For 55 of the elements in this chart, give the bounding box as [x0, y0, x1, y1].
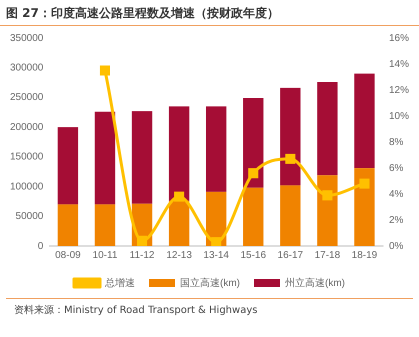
bar [317, 82, 338, 176]
bar [168, 106, 190, 201]
y2-tick-label: 10% [388, 110, 410, 122]
y-tick-label: 300000 [10, 62, 44, 74]
bar [168, 200, 190, 246]
bar [132, 111, 152, 204]
y2-tick-label: 16% [388, 32, 410, 44]
point [359, 178, 370, 189]
y-tick-label: 350000 [10, 32, 44, 44]
y-tick-label: 200000 [10, 122, 44, 133]
y-tick-label: 50000 [16, 211, 44, 222]
point [248, 168, 258, 178]
legend-label: 国立高速(km) [180, 276, 240, 289]
chart-title: 图 27：印度高速公路里程数及增速（按财政年度） [0, 0, 419, 26]
legend-label: 总增速 [104, 276, 136, 289]
y2-tick-label: 14% [388, 58, 410, 70]
x-tick-label: 15-16 [240, 250, 266, 261]
point [100, 65, 110, 76]
bar [243, 188, 264, 246]
point [137, 236, 148, 246]
y-tick-label: 0 [38, 240, 44, 252]
y2-tick-label: 2% [388, 214, 404, 226]
bar [354, 74, 375, 168]
point [285, 154, 296, 164]
bar [94, 204, 116, 246]
bar [243, 98, 264, 188]
x-tick-label: 13-14 [203, 250, 230, 261]
point [211, 237, 222, 246]
x-tick-label: 12-13 [166, 250, 192, 261]
y2-tick-label: 0% [388, 240, 404, 252]
y2-tick-label: 12% [388, 84, 410, 96]
x-tick-label: 16-17 [278, 250, 304, 261]
bar [58, 204, 78, 246]
y2-tick-label: 6% [388, 162, 404, 174]
bar [94, 112, 116, 204]
point [174, 192, 184, 202]
x-tick-label: 08-09 [55, 250, 82, 261]
x-tick-label: 17-18 [314, 250, 341, 261]
y2-tick-label: 4% [388, 188, 404, 200]
y-tick-label: 250000 [10, 92, 44, 104]
x-tick-label: 18-19 [352, 250, 378, 261]
bar [280, 88, 301, 186]
bar [317, 175, 338, 246]
y-tick-label: 100000 [10, 181, 44, 192]
bar [280, 185, 301, 246]
bar [354, 168, 375, 246]
bar [58, 127, 78, 204]
text: 资料来源：Ministry of Road Transport & Highways [14, 304, 258, 317]
y2-tick-label: 8% [388, 136, 404, 148]
y-tick-label: 150000 [10, 152, 44, 163]
x-tick-label: 10-11 [92, 250, 118, 261]
point [322, 190, 332, 200]
legend-label: 州立高速(km) [285, 276, 345, 289]
bar [206, 106, 226, 192]
x-tick-label: 11-12 [130, 250, 155, 261]
